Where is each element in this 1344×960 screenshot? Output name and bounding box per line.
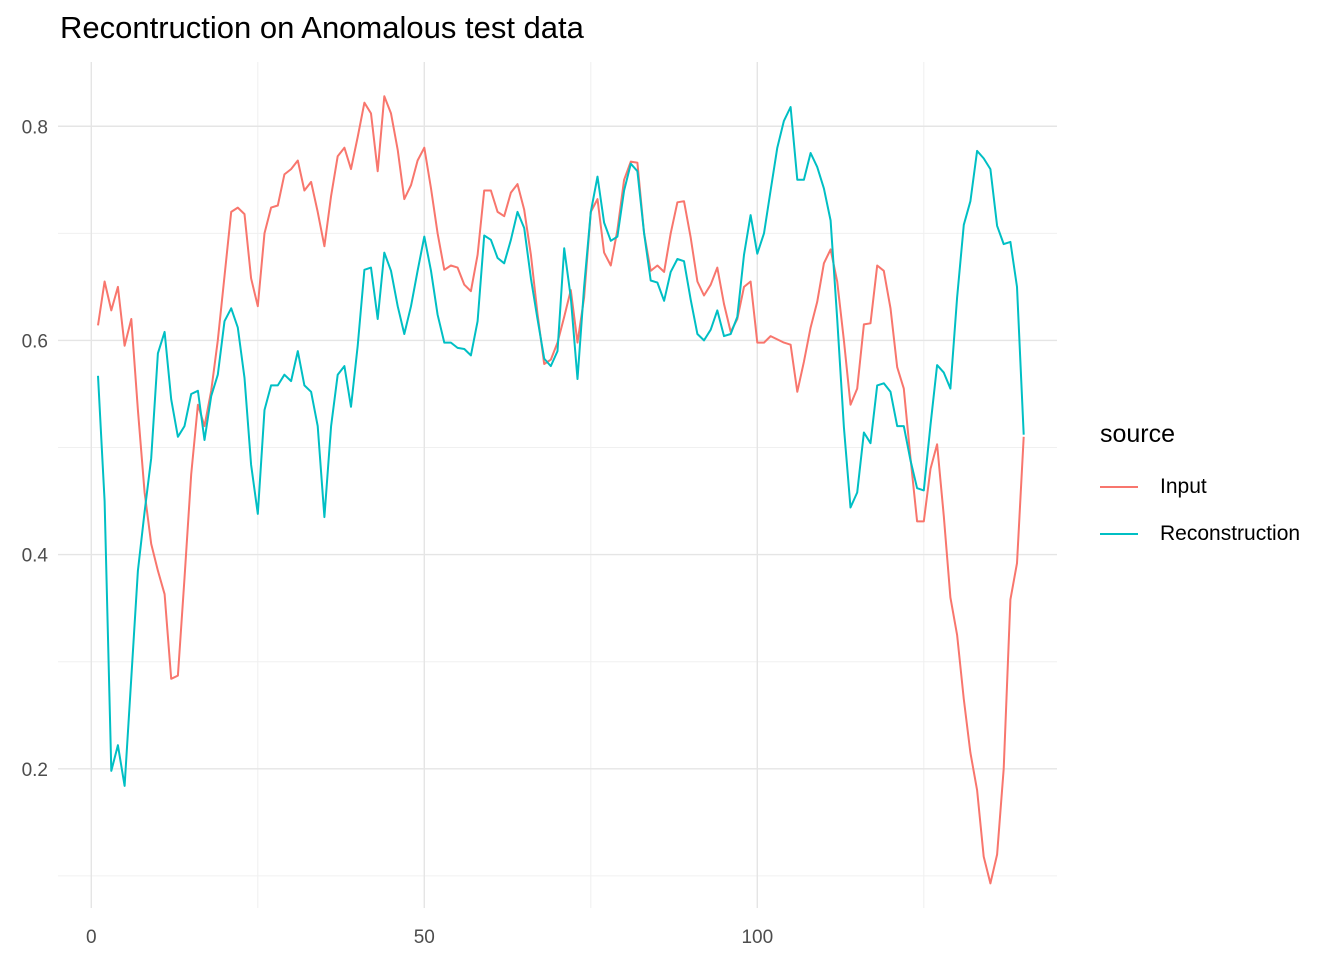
legend: source Input Reconstruction xyxy=(1100,420,1300,557)
series-lines xyxy=(97,95,1025,885)
series-line-reconstruction xyxy=(97,106,1025,787)
x-tick-label: 100 xyxy=(741,927,773,948)
legend-key-input xyxy=(1100,485,1138,488)
minor-gridlines xyxy=(58,62,1057,908)
chart-title: Recontruction on Anomalous test data xyxy=(60,10,584,45)
x-tick-label: 0 xyxy=(86,927,97,948)
y-axis-tick-labels: 0.2 0.4 0.6 0.8 xyxy=(22,117,49,781)
y-tick-label: 0.8 xyxy=(22,117,48,138)
x-tick-label: 50 xyxy=(414,927,435,948)
legend-item-input: Input xyxy=(1100,463,1300,510)
major-gridlines xyxy=(58,62,1057,908)
y-tick-label: 0.2 xyxy=(22,760,48,781)
y-tick-label: 0.6 xyxy=(22,331,48,352)
legend-title: source xyxy=(1100,420,1176,448)
legend-item-reconstruction: Reconstruction xyxy=(1100,510,1300,557)
legend-key-reconstruction xyxy=(1100,532,1138,535)
legend-label-reconstruction: Reconstruction xyxy=(1160,521,1301,545)
x-axis-tick-labels: 0 50 100 xyxy=(86,927,773,948)
series-line-input xyxy=(97,95,1025,885)
y-tick-label: 0.4 xyxy=(22,546,49,567)
legend-label-input: Input xyxy=(1160,474,1207,498)
